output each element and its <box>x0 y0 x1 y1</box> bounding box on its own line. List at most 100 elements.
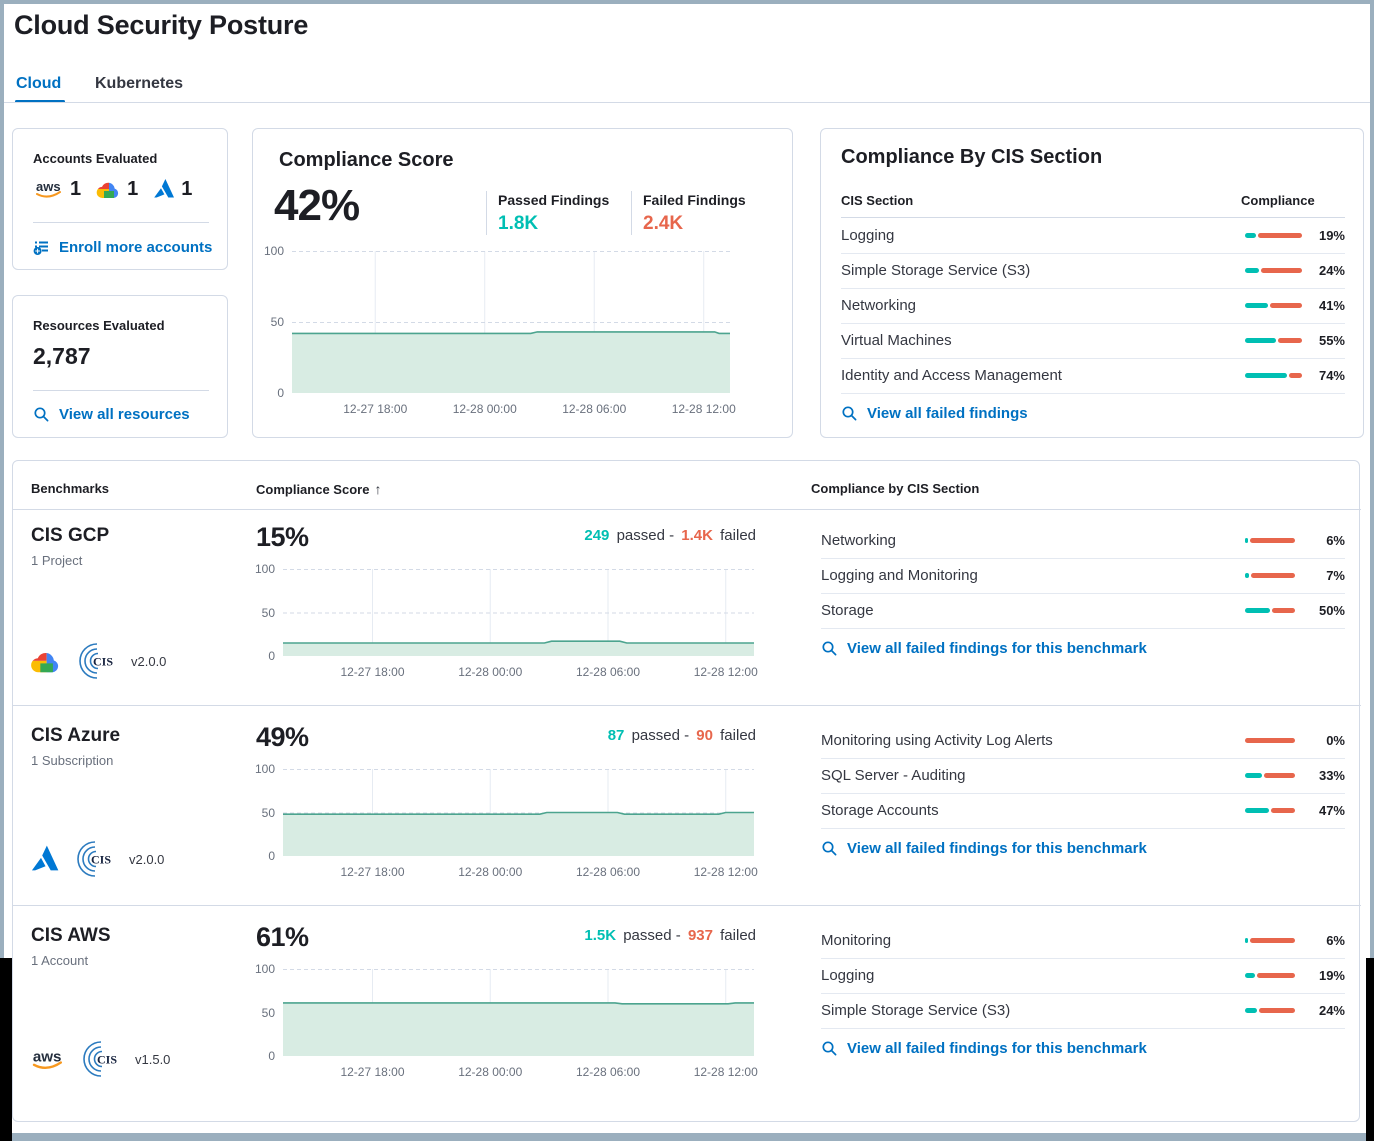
x-axis-tick-label: 12-28 06:00 <box>575 865 641 879</box>
benchmark-score: 15% <box>256 522 309 552</box>
failed-word: failed <box>720 927 756 944</box>
compliance-percent: 55% <box>1318 333 1345 348</box>
cis-azure-trend-chart: 100 50 0 12-27 18:00 12-28 00:00 12-28 06:00 1… <box>255 762 758 879</box>
resources-count: 2,787 <box>33 343 91 369</box>
search-icon <box>822 641 837 656</box>
compliance-column-header: Compliance <box>1241 193 1315 208</box>
compliance-split-bar <box>1245 268 1302 273</box>
accounts-card-divider <box>33 222 209 223</box>
benchmark-score: 49% <box>256 722 309 752</box>
cis-section-row: Identity and Access Management 74% <box>841 358 1345 393</box>
search-icon <box>822 1041 837 1056</box>
benchmark-section-row: Storage 50% <box>821 593 1345 628</box>
compliance-split-bar <box>1245 373 1302 378</box>
window-frame-left <box>0 0 4 958</box>
cis-aws-trend-chart: 100 50 0 12-27 18:00 12-28 00:00 12-28 06:00 1… <box>255 962 758 1079</box>
view-all-resources-link[interactable]: View all resources <box>33 406 190 423</box>
compliance-score-value: 42% <box>274 181 360 230</box>
section-percent: 24% <box>1318 1003 1345 1018</box>
view-failed-findings-benchmark-link[interactable]: View all failed findings for this benchm… <box>821 840 1147 857</box>
row-divider <box>821 1028 1345 1029</box>
azure-icon <box>154 179 175 198</box>
resources-evaluated-card: Resources Evaluated 2,787 View all resou… <box>12 295 228 438</box>
section-label: Logging <box>821 967 875 984</box>
row-divider <box>821 558 1345 559</box>
gcp-account: 1 <box>95 178 138 201</box>
benchmark-version: v2.0.0 <box>131 653 167 669</box>
cis-logo-icon: CIS <box>83 1041 117 1077</box>
cis-gcp-trend-chart: 100 50 0 12-27 18:00 12-28 00:00 12-28 06:00 1… <box>255 562 758 679</box>
passed-findings-value: 1.8K <box>498 213 539 234</box>
failed-count: 937 <box>687 927 713 944</box>
view-all-failed-findings-label: View all failed findings <box>867 405 1028 422</box>
view-failed-findings-benchmark-label: View all failed findings for this benchm… <box>847 840 1147 857</box>
azure-icon <box>31 845 59 871</box>
enroll-accounts-icon <box>33 241 48 255</box>
compliance-split-bar <box>1245 773 1295 778</box>
view-all-failed-findings-link[interactable]: View all failed findings <box>841 405 1028 422</box>
benchmark-name: CIS Azure <box>31 725 121 746</box>
svg-text:CIS: CIS <box>91 853 111 867</box>
tab-cloud[interactable]: Cloud <box>16 75 62 92</box>
cis-section-label: Identity and Access Management <box>841 367 1062 384</box>
cis-header-divider <box>841 217 1345 218</box>
section-label: Networking <box>821 532 897 549</box>
row-divider <box>841 323 1345 324</box>
page-title: Cloud Security Posture <box>14 10 309 40</box>
benchmark-section-row: Monitoring 6% <box>821 923 1345 958</box>
passed-failed-summary: 1.5K passed - 937 failed <box>456 927 756 944</box>
failed-word: failed <box>720 727 756 744</box>
section-label: Storage Accounts <box>821 802 939 819</box>
x-axis-tick-label: 12-28 06:00 <box>575 665 641 679</box>
cis-section-row: Simple Storage Service (S3) 24% <box>841 253 1345 288</box>
passed-findings-label: Passed Findings <box>498 192 610 208</box>
row-divider <box>821 593 1345 594</box>
passed-count: 87 <box>607 727 625 744</box>
section-percent: 50% <box>1318 603 1345 618</box>
compliance-score-sort-label: Compliance Score <box>256 482 370 497</box>
tab-kubernetes[interactable]: Kubernetes <box>95 75 184 92</box>
compliance-split-bar <box>1245 233 1302 238</box>
accounts-provider-counts: aws 1 1 <box>33 177 192 201</box>
cis-section-label: Simple Storage Service (S3) <box>841 262 1031 279</box>
tabs-divider <box>4 102 1370 103</box>
benchmark-score: 61% <box>256 922 309 952</box>
compliance-score-trend-chart: 100 50 0 12-27 18:00 12-28 00:00 12-28 06:00 1… <box>264 244 736 416</box>
y-axis-tick-label: 100 <box>254 962 275 976</box>
x-axis-tick-label: 12-28 12:00 <box>693 1065 758 1079</box>
sort-ascending-icon: ↑ <box>374 481 382 497</box>
x-axis-tick-label: 12-27 18:00 <box>340 1065 405 1079</box>
benchmark-section-row: Networking 6% <box>821 523 1345 558</box>
x-axis-tick-label: 12-28 12:00 <box>671 402 736 416</box>
passed-failed-summary: 87 passed - 90 failed <box>456 727 756 744</box>
benchmark-scope: 1 Account <box>31 953 89 968</box>
cis-logo-icon: CIS <box>79 643 113 679</box>
svg-text:aws: aws <box>33 1048 62 1065</box>
row-divider <box>821 758 1345 759</box>
row-divider <box>821 828 1345 829</box>
compliance-score-column-header[interactable]: Compliance Score ↑ <box>256 481 381 499</box>
view-failed-findings-benchmark-link[interactable]: View all failed findings for this benchm… <box>821 640 1147 657</box>
passed-word: passed - <box>623 927 681 944</box>
y-axis-tick-label: 0 <box>268 1049 275 1063</box>
benchmark-row-divider <box>13 705 1361 706</box>
x-axis-tick-label: 12-28 06:00 <box>562 402 627 416</box>
compliance-by-cis-section-column-header: Compliance by CIS Section <box>811 481 980 496</box>
cis-section-label: Virtual Machines <box>841 332 952 349</box>
cis-card-title: Compliance By CIS Section <box>841 146 1103 168</box>
bottom-frame-bar <box>0 1133 1374 1141</box>
compliance-score-title: Compliance Score <box>279 149 454 171</box>
compliance-by-cis-section-card: Compliance By CIS Section CIS Section Co… <box>820 128 1364 438</box>
row-divider <box>841 358 1345 359</box>
benchmark-name: CIS GCP <box>31 525 110 546</box>
enroll-more-accounts-link[interactable]: Enroll more accounts <box>33 239 212 256</box>
svg-text:CIS: CIS <box>93 655 113 669</box>
benchmark-logos: CIS v2.0.0 <box>29 839 164 879</box>
azure-count: 1 <box>181 177 193 200</box>
row-divider <box>821 958 1345 959</box>
failed-count: 90 <box>696 727 713 744</box>
view-failed-findings-benchmark-link[interactable]: View all failed findings for this benchm… <box>821 1040 1147 1057</box>
compliance-score-card: Compliance Score 42% Passed Findings 1.8… <box>252 128 793 438</box>
active-tab-underline <box>15 100 65 103</box>
section-label: Simple Storage Service (S3) <box>821 1002 1011 1019</box>
